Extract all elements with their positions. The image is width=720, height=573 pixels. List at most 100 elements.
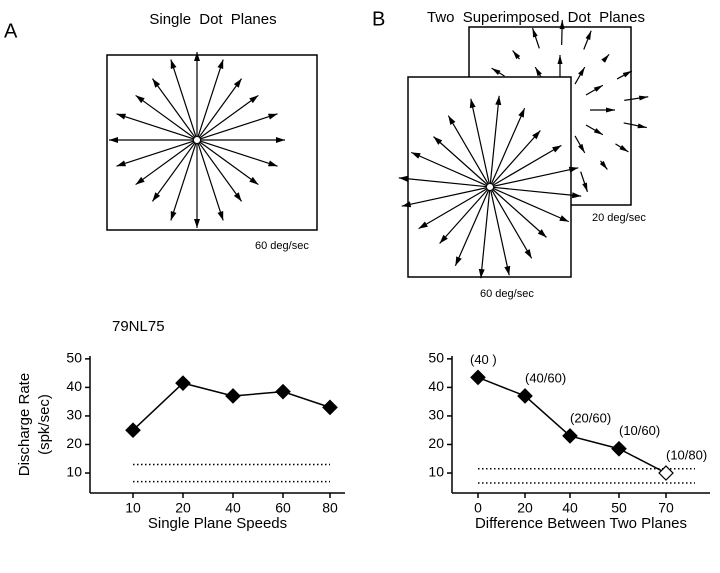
y-axis-label: Discharge Rate	[16, 373, 33, 476]
arrow-shaft	[199, 141, 259, 186]
x-tick-label: 10	[125, 500, 141, 516]
arrow-shaft	[491, 130, 541, 186]
arrow-head	[439, 234, 448, 244]
arrow-head	[619, 145, 629, 152]
arrow-shaft	[490, 107, 526, 185]
arrow-head	[478, 268, 485, 279]
arrow-head	[116, 113, 126, 120]
arrow-shaft	[447, 115, 490, 185]
y-tick-label: 50	[428, 350, 444, 366]
arrow-head	[606, 107, 615, 113]
y-tick-label: 50	[66, 350, 82, 366]
arrow-head	[622, 70, 632, 78]
arrow-shaft	[439, 188, 489, 244]
arrow-shaft	[199, 113, 278, 140]
arrow-shaft	[470, 98, 490, 185]
data-point	[225, 388, 241, 404]
arrow-shaft	[433, 136, 489, 186]
arrow-head	[512, 50, 521, 60]
y-tick-label: 30	[428, 407, 444, 423]
arrow-head	[401, 201, 412, 208]
data-point	[322, 399, 338, 416]
arrow-head	[249, 95, 259, 104]
arrow-head	[532, 130, 541, 140]
arrow-head	[152, 192, 161, 202]
arrow-head	[116, 160, 126, 167]
arrow-head	[217, 59, 224, 69]
arrow-shaft	[489, 95, 500, 185]
arrow-shaft	[199, 140, 278, 167]
arrow-head	[552, 145, 562, 153]
arrow-head	[571, 192, 582, 199]
panel-label: A	[4, 20, 18, 42]
arrow-head	[582, 182, 588, 192]
x-tick-label: 20	[517, 500, 533, 516]
arrow-shaft	[198, 78, 243, 138]
data-point	[175, 375, 191, 391]
arrow-head	[524, 249, 532, 259]
arrow-head	[638, 95, 649, 101]
arrow-head	[217, 211, 224, 221]
arrow-head	[557, 55, 563, 64]
arrow-head	[559, 215, 569, 222]
stimulus-frame	[407, 76, 572, 278]
arrow-head	[249, 176, 259, 185]
arrow-head	[537, 229, 547, 238]
arrow-shaft	[198, 142, 243, 202]
arrow-head	[491, 68, 501, 75]
value-label: (40/60)	[525, 370, 566, 385]
y-tick-label: 10	[428, 464, 444, 480]
arrow-head	[448, 115, 456, 125]
arrow-shaft	[135, 141, 195, 186]
arrow-shaft	[197, 142, 224, 221]
arrow-shaft	[170, 142, 197, 221]
arrow-shaft	[492, 167, 579, 187]
value-label: (10/80)	[666, 447, 707, 462]
arrow-shaft	[170, 59, 197, 138]
x-tick-label: 50	[611, 500, 627, 516]
y-tick-label: 20	[428, 435, 444, 451]
panel-label: B	[372, 8, 385, 30]
x-tick-label: 60	[275, 500, 291, 516]
speed-label: 20 deg/sec	[592, 212, 646, 224]
arrow-shaft	[491, 188, 547, 238]
arrow-head	[170, 59, 177, 69]
arrow-head	[268, 160, 278, 167]
y-tick-label: 10	[66, 464, 82, 480]
arrow-head	[418, 221, 428, 229]
arrow-head	[532, 28, 538, 38]
arrow-shaft	[116, 140, 195, 167]
arrow-shaft	[418, 187, 488, 230]
arrow-head	[455, 256, 462, 266]
x-tick-label: 40	[225, 500, 241, 516]
cell-id: 79NL75	[112, 318, 165, 335]
data-point	[658, 465, 674, 481]
stimulus-frame	[106, 54, 318, 231]
arrow-shaft	[490, 189, 510, 276]
y-tick-label: 40	[428, 378, 444, 394]
panel-title: Two Superimposed Dot Planes	[427, 9, 645, 26]
x-axis-label: Difference Between Two Planes	[475, 515, 687, 532]
arrow-shaft	[116, 113, 195, 140]
arrow-head	[469, 98, 476, 109]
arrow-head	[135, 176, 145, 185]
arrow-head	[504, 265, 511, 276]
arrow-shaft	[492, 187, 570, 223]
arrow-head	[601, 54, 610, 63]
arrow-head	[585, 30, 592, 41]
arrow-head	[411, 152, 421, 159]
x-tick-label: 20	[175, 500, 191, 516]
value-label: (10/60)	[619, 423, 660, 438]
data-point	[611, 440, 627, 457]
data-point	[517, 388, 533, 404]
data-point	[470, 369, 486, 386]
arrow-head	[559, 20, 565, 30]
x-tick-label: 0	[474, 500, 482, 516]
arrow-shaft	[454, 189, 490, 267]
arrow-head	[268, 113, 278, 120]
arrow-shaft	[490, 189, 533, 259]
y-tick-label: 40	[66, 378, 82, 394]
arrow-field	[109, 52, 582, 279]
arrow-head	[398, 175, 409, 182]
y-tick-label: 30	[66, 407, 82, 423]
